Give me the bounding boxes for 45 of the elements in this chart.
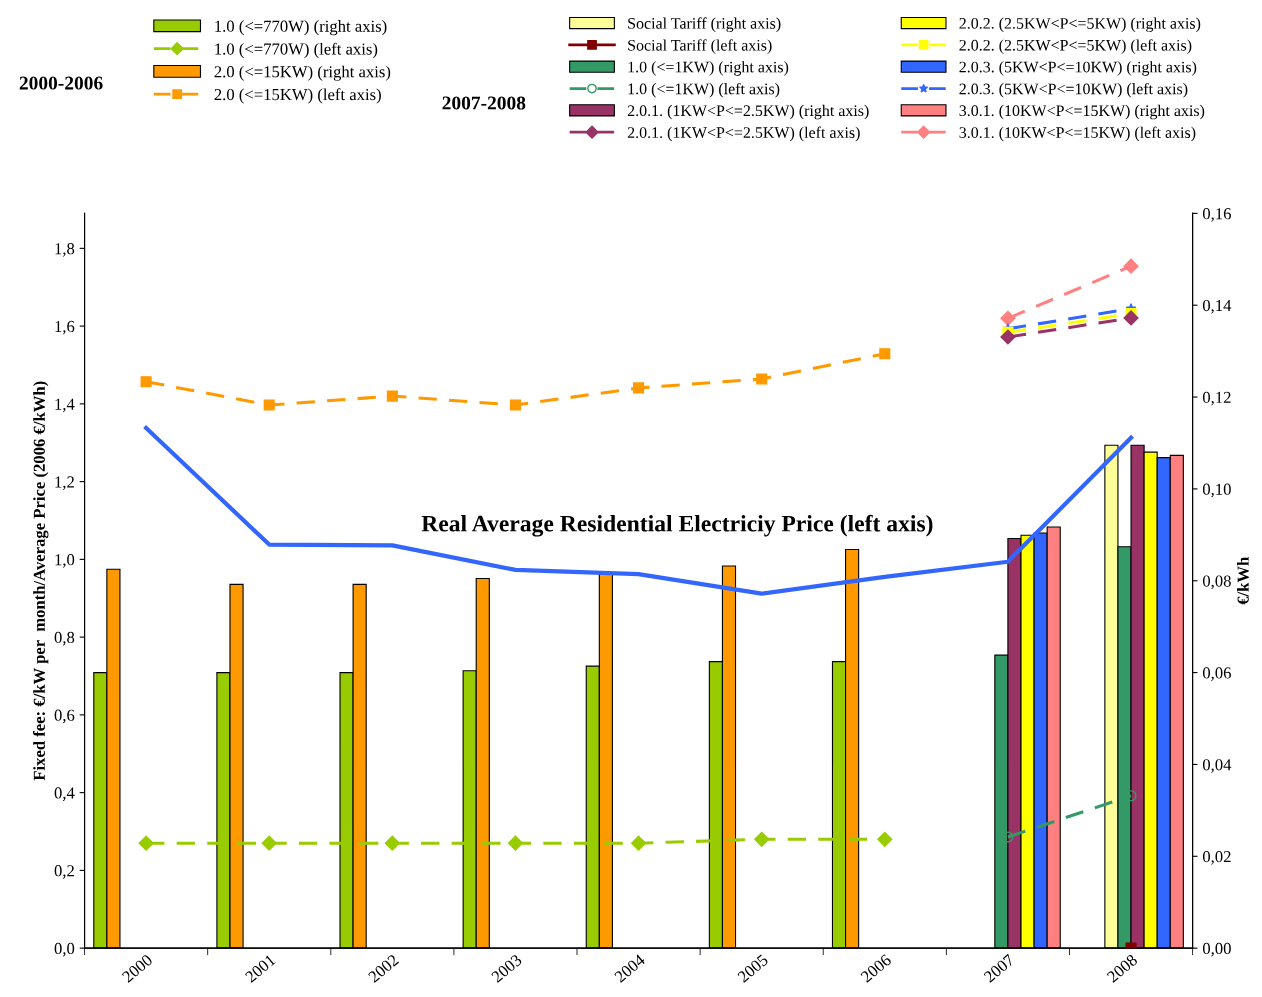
- legend-label: Social Tariff (left axis): [628, 39, 772, 54]
- y-tick-label: 0,2: [54, 865, 74, 879]
- y-tick-label: 1,2: [55, 476, 74, 490]
- y2-tick-label: 0,00: [1202, 942, 1231, 957]
- legend-label: 1.0 (<=1KW) (left axis): [628, 82, 780, 98]
- text: 2000-2006: [19, 76, 103, 90]
- y-tick-label: 0,6: [54, 709, 75, 724]
- x-tick-label: 2008: [1106, 953, 1139, 983]
- y-tick-label: 1,0: [55, 554, 75, 568]
- annotation: Real Average Residential Electriciy Price (left axis): [421, 514, 933, 537]
- legend-label: 2.0 (<=15KW) (left axis): [214, 88, 381, 104]
- legend-label: 1.0 (<=1KW) (right axis): [628, 61, 789, 76]
- x-tick-label: 2001: [244, 954, 276, 983]
- y-tick-label: 0,8: [54, 631, 75, 646]
- x-tick-label: 2002: [367, 953, 400, 983]
- x-tick-label: 2003: [490, 953, 523, 983]
- legend-label: 1.0 (<=770W) (right axis): [215, 20, 387, 36]
- legend-label: 2.0.3. (5KW<P<=10KW) (left axis): [959, 82, 1188, 98]
- legend-label: 2.0.1. (1KW<P<=2.5KW) (right axis): [627, 104, 869, 120]
- legend-label: Social Tariff (right axis): [628, 17, 781, 33]
- y-tick-label: 0,0: [54, 942, 75, 957]
- text: 2007-2008: [442, 96, 526, 110]
- x-tick-label: 2000: [121, 953, 154, 983]
- legend-label: 3.0.1. (10KW<P<=15KW) (left axis): [959, 126, 1196, 142]
- y2-tick-label: 0,02: [1202, 851, 1231, 865]
- y2-tick-label: 0,08: [1202, 575, 1231, 590]
- legend-label: 1.0 (<=770W) (left axis): [215, 42, 378, 59]
- legend-label: 2.0.1. (1KW<P<=2.5KW) (left axis): [627, 126, 860, 142]
- legend-label: 2.0.3. (5KW<P<=10KW) (right axis): [959, 61, 1197, 76]
- legend-label: 2.0.2. (2.5KW<P<=5KW) (left axis): [959, 39, 1192, 54]
- legend-label: 3.0.1. (10KW<P<=15KW) (right axis): [959, 104, 1205, 120]
- legend-label: 2.0 (<=15KW) (right axis): [214, 65, 391, 81]
- y-tick-label: 0,4: [54, 787, 75, 801]
- legend-label: 2.0.2. (2.5KW<P<=5KW) (right axis): [959, 17, 1201, 33]
- y-tick-label: 1,6: [55, 320, 75, 335]
- y2-tick-label: 0,10: [1202, 483, 1231, 498]
- y2-tick-label: 0,04: [1202, 759, 1232, 773]
- y2-tick-label: 0,12: [1202, 391, 1231, 406]
- y2-tick-label: 0,14: [1202, 299, 1232, 314]
- y2-axis-title: €/kWh: [1237, 556, 1249, 605]
- y-tick-label: 1,8: [55, 243, 75, 257]
- y-tick-label: 1,4: [55, 398, 75, 413]
- y2-tick-label: 0,16: [1202, 208, 1231, 222]
- y-axis-title: Fixed fee: €/kW per month/Average Price (2006 €/kWh): [33, 381, 49, 781]
- y2-tick-label: 0,06: [1202, 667, 1231, 681]
